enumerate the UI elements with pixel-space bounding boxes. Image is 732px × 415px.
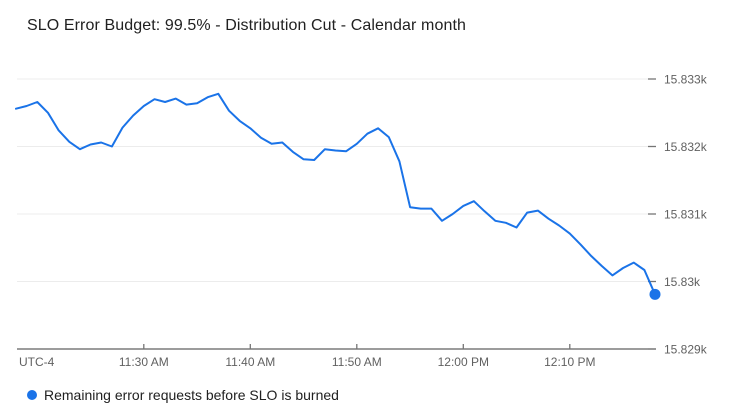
legend-series-label: Remaining error requests before SLO is b… [44, 387, 339, 403]
x-tick-label: 11:50 AM [332, 355, 382, 369]
x-tick-label: 11:30 AM [119, 355, 169, 369]
latest-value-dot[interactable] [649, 288, 661, 300]
y-tick-label: 15.83k [664, 275, 701, 289]
y-tick-label: 15.829k [664, 343, 708, 357]
chart-title: SLO Error Budget: 99.5% - Distribution C… [27, 17, 466, 34]
legend-series-dot [27, 390, 37, 400]
series-line[interactable] [15, 92, 656, 296]
y-tick-label: 15.831k [664, 208, 708, 222]
y-tick-label: 15.832k [664, 140, 708, 154]
x-tick-label: 12:10 PM [544, 355, 595, 369]
x-tick-label: 11:40 AM [225, 355, 275, 369]
y-tick-label: 15.833k [664, 73, 708, 87]
timezone-label: UTC-4 [19, 355, 55, 369]
x-tick-label: 12:00 PM [438, 355, 489, 369]
legend-item[interactable]: Remaining error requests before SLO is b… [27, 387, 339, 403]
